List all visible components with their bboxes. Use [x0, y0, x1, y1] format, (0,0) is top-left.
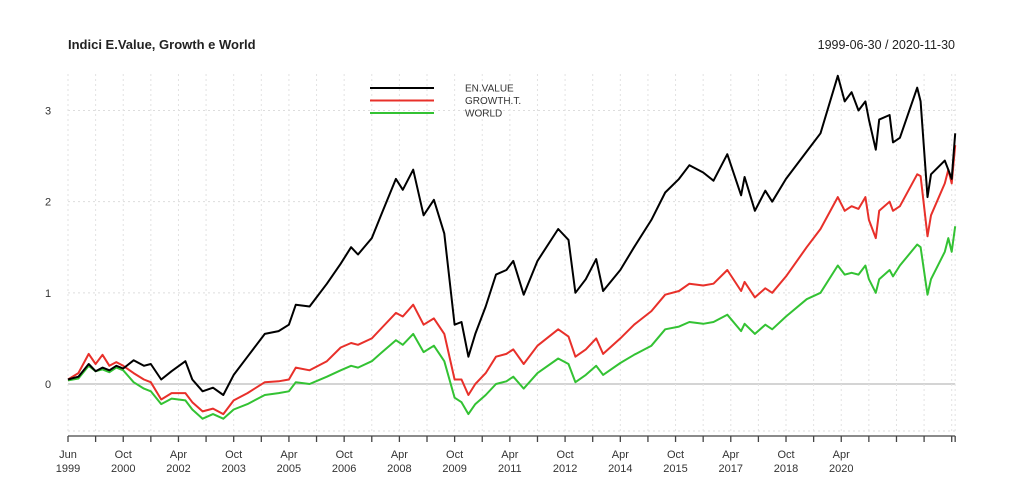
legend-label: EN.VALUE: [465, 84, 514, 95]
legend-label: WORLD: [465, 109, 502, 120]
series-lines: [67, 74, 957, 420]
x-tick-label: 1999: [56, 463, 80, 475]
series-line-world: [67, 226, 957, 420]
x-tick-label: Oct: [336, 449, 353, 461]
series-line-growth-t: [67, 145, 957, 416]
x-tick-label: Apr: [722, 449, 739, 461]
x-tick-label: Apr: [612, 449, 629, 461]
x-tick-label: Apr: [170, 449, 187, 461]
x-tick-label: Oct: [446, 449, 463, 461]
y-axis: 0 1 2 3: [45, 105, 51, 391]
x-tick-label: Jun: [59, 449, 77, 461]
x-tick-label: Apr: [833, 449, 850, 461]
x-tick-label: Oct: [557, 449, 574, 461]
x-tick-label: 2018: [774, 463, 798, 475]
chart-title: Indici E.Value, Growth e World: [68, 37, 256, 52]
y-tick-label: 2: [45, 197, 51, 209]
date-range: 1999-06-30 / 2020-11-30: [818, 38, 955, 52]
x-tick-label: 2012: [553, 463, 577, 475]
series-line-en-value: [67, 74, 957, 396]
x-tick-label: 2014: [608, 463, 632, 475]
x-tick-label: Apr: [501, 449, 518, 461]
x-tick-label: 2005: [277, 463, 301, 475]
x-tick-label: 2017: [719, 463, 743, 475]
x-tick-label: 2002: [166, 463, 190, 475]
x-tick-label: 2000: [111, 463, 135, 475]
x-tick-label: 2003: [221, 463, 245, 475]
x-tick-label: 2008: [387, 463, 411, 475]
x-tick-label: Oct: [115, 449, 132, 461]
x-tick-label: Oct: [667, 449, 684, 461]
y-tick-label: 3: [45, 105, 51, 117]
x-tick-label: Apr: [280, 449, 297, 461]
x-tick-label: Apr: [391, 449, 408, 461]
x-tick-label: 2011: [498, 463, 522, 475]
legend-label: GROWTH.T.: [465, 96, 521, 107]
x-tick-label: 2020: [829, 463, 853, 475]
x-tick-label: Oct: [777, 449, 794, 461]
y-tick-label: 0: [45, 379, 51, 391]
y-tick-label: 1: [45, 288, 51, 300]
x-tick-label: 2009: [442, 463, 466, 475]
x-tick-label: 2006: [332, 463, 356, 475]
grid: [67, 74, 956, 432]
x-tick-label: 2015: [663, 463, 687, 475]
x-tick-label: Oct: [225, 449, 242, 461]
x-axis: Jun 1999 Oct 2000 Apr 2002 Oct 2003 Apr 2005 Oct 20…: [56, 435, 956, 475]
